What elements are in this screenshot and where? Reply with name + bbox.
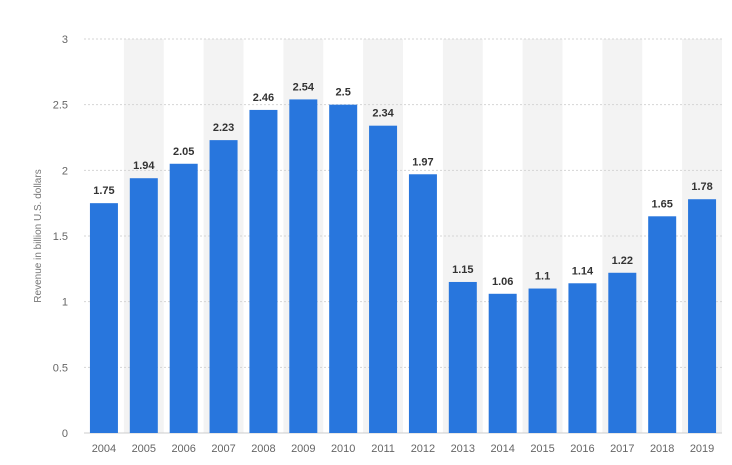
data-label-2004: 1.75 [93,185,114,197]
x-tick-label-2016: 2016 [570,443,594,455]
y-tick-label: 2.5 [53,100,68,112]
y-tick-label: 0 [62,428,68,440]
bar-2018 [648,216,677,433]
data-label-2016: 1.14 [572,265,594,277]
y-tick-label: 0.5 [53,362,68,374]
data-label-2017: 1.22 [612,255,633,267]
x-tick-label-2013: 2013 [451,443,475,455]
data-labels: 1.75 1.94 2.05 2.23 2.46 2.54 2.5 2.34 1.97 1.15 1… [93,81,713,287]
x-tick-label-2018: 2018 [650,443,674,455]
x-tick-label-2015: 2015 [530,443,554,455]
x-tick-label-2014: 2014 [490,443,514,455]
bar-2007 [209,140,238,434]
x-tick-label-2004: 2004 [92,443,116,455]
x-tick-label-2012: 2012 [411,443,435,455]
bars [89,99,717,434]
data-label-2012: 1.97 [412,156,433,168]
bar-2012 [408,174,437,434]
bar-2016 [568,283,597,433]
bar-2019 [688,199,717,433]
x-tick-label-2011: 2011 [371,443,395,455]
bar-2015 [528,288,557,433]
data-label-2011: 2.34 [372,108,394,120]
data-label-2008: 2.46 [253,92,274,104]
data-label-2006: 2.05 [173,146,194,158]
data-label-2019: 1.78 [691,181,712,193]
bar-2011 [369,125,398,434]
data-label-2009: 2.54 [293,81,315,93]
y-tick-label: 3 [62,34,68,46]
bar-2005 [129,178,158,433]
data-label-2015: 1.1 [535,271,550,283]
y-tick-label: 2 [62,165,68,177]
x-tick-label-2010: 2010 [331,443,355,455]
y-tick-label: 1 [62,297,68,309]
data-label-2010: 2.5 [336,87,351,99]
bar-2008 [249,109,278,434]
bar-2009 [289,99,318,433]
data-label-2018: 1.65 [651,198,672,210]
bar-2014 [488,293,517,433]
data-label-2005: 1.94 [133,160,155,172]
bar-2013 [448,281,477,433]
bar-2004 [89,203,118,433]
x-axis-tick-labels: 2004 2005 2006 2007 2008 2009 2010 2011 2012 2013… [92,443,715,455]
x-tick-label-2008: 2008 [251,443,275,455]
x-tick-label-2017: 2017 [610,443,634,455]
x-tick-label-2019: 2019 [690,443,714,455]
y-axis-title: Revenue in billion U.S. dollars [33,169,44,302]
y-axis-tick-labels: 0 0.5 1 1.5 2 2.5 3 [53,34,68,440]
x-tick-label-2007: 2007 [211,443,235,455]
data-label-2014: 1.06 [492,276,513,288]
data-label-2013: 1.15 [452,264,473,276]
x-tick-label-2009: 2009 [291,443,315,455]
y-tick-label: 1.5 [53,231,68,243]
bar-2017 [608,272,637,433]
data-label-2007: 2.23 [213,122,234,134]
bar-2006 [169,163,198,433]
x-tick-label-2005: 2005 [132,443,156,455]
bar-2010 [329,104,358,434]
x-tick-label-2006: 2006 [171,443,195,455]
